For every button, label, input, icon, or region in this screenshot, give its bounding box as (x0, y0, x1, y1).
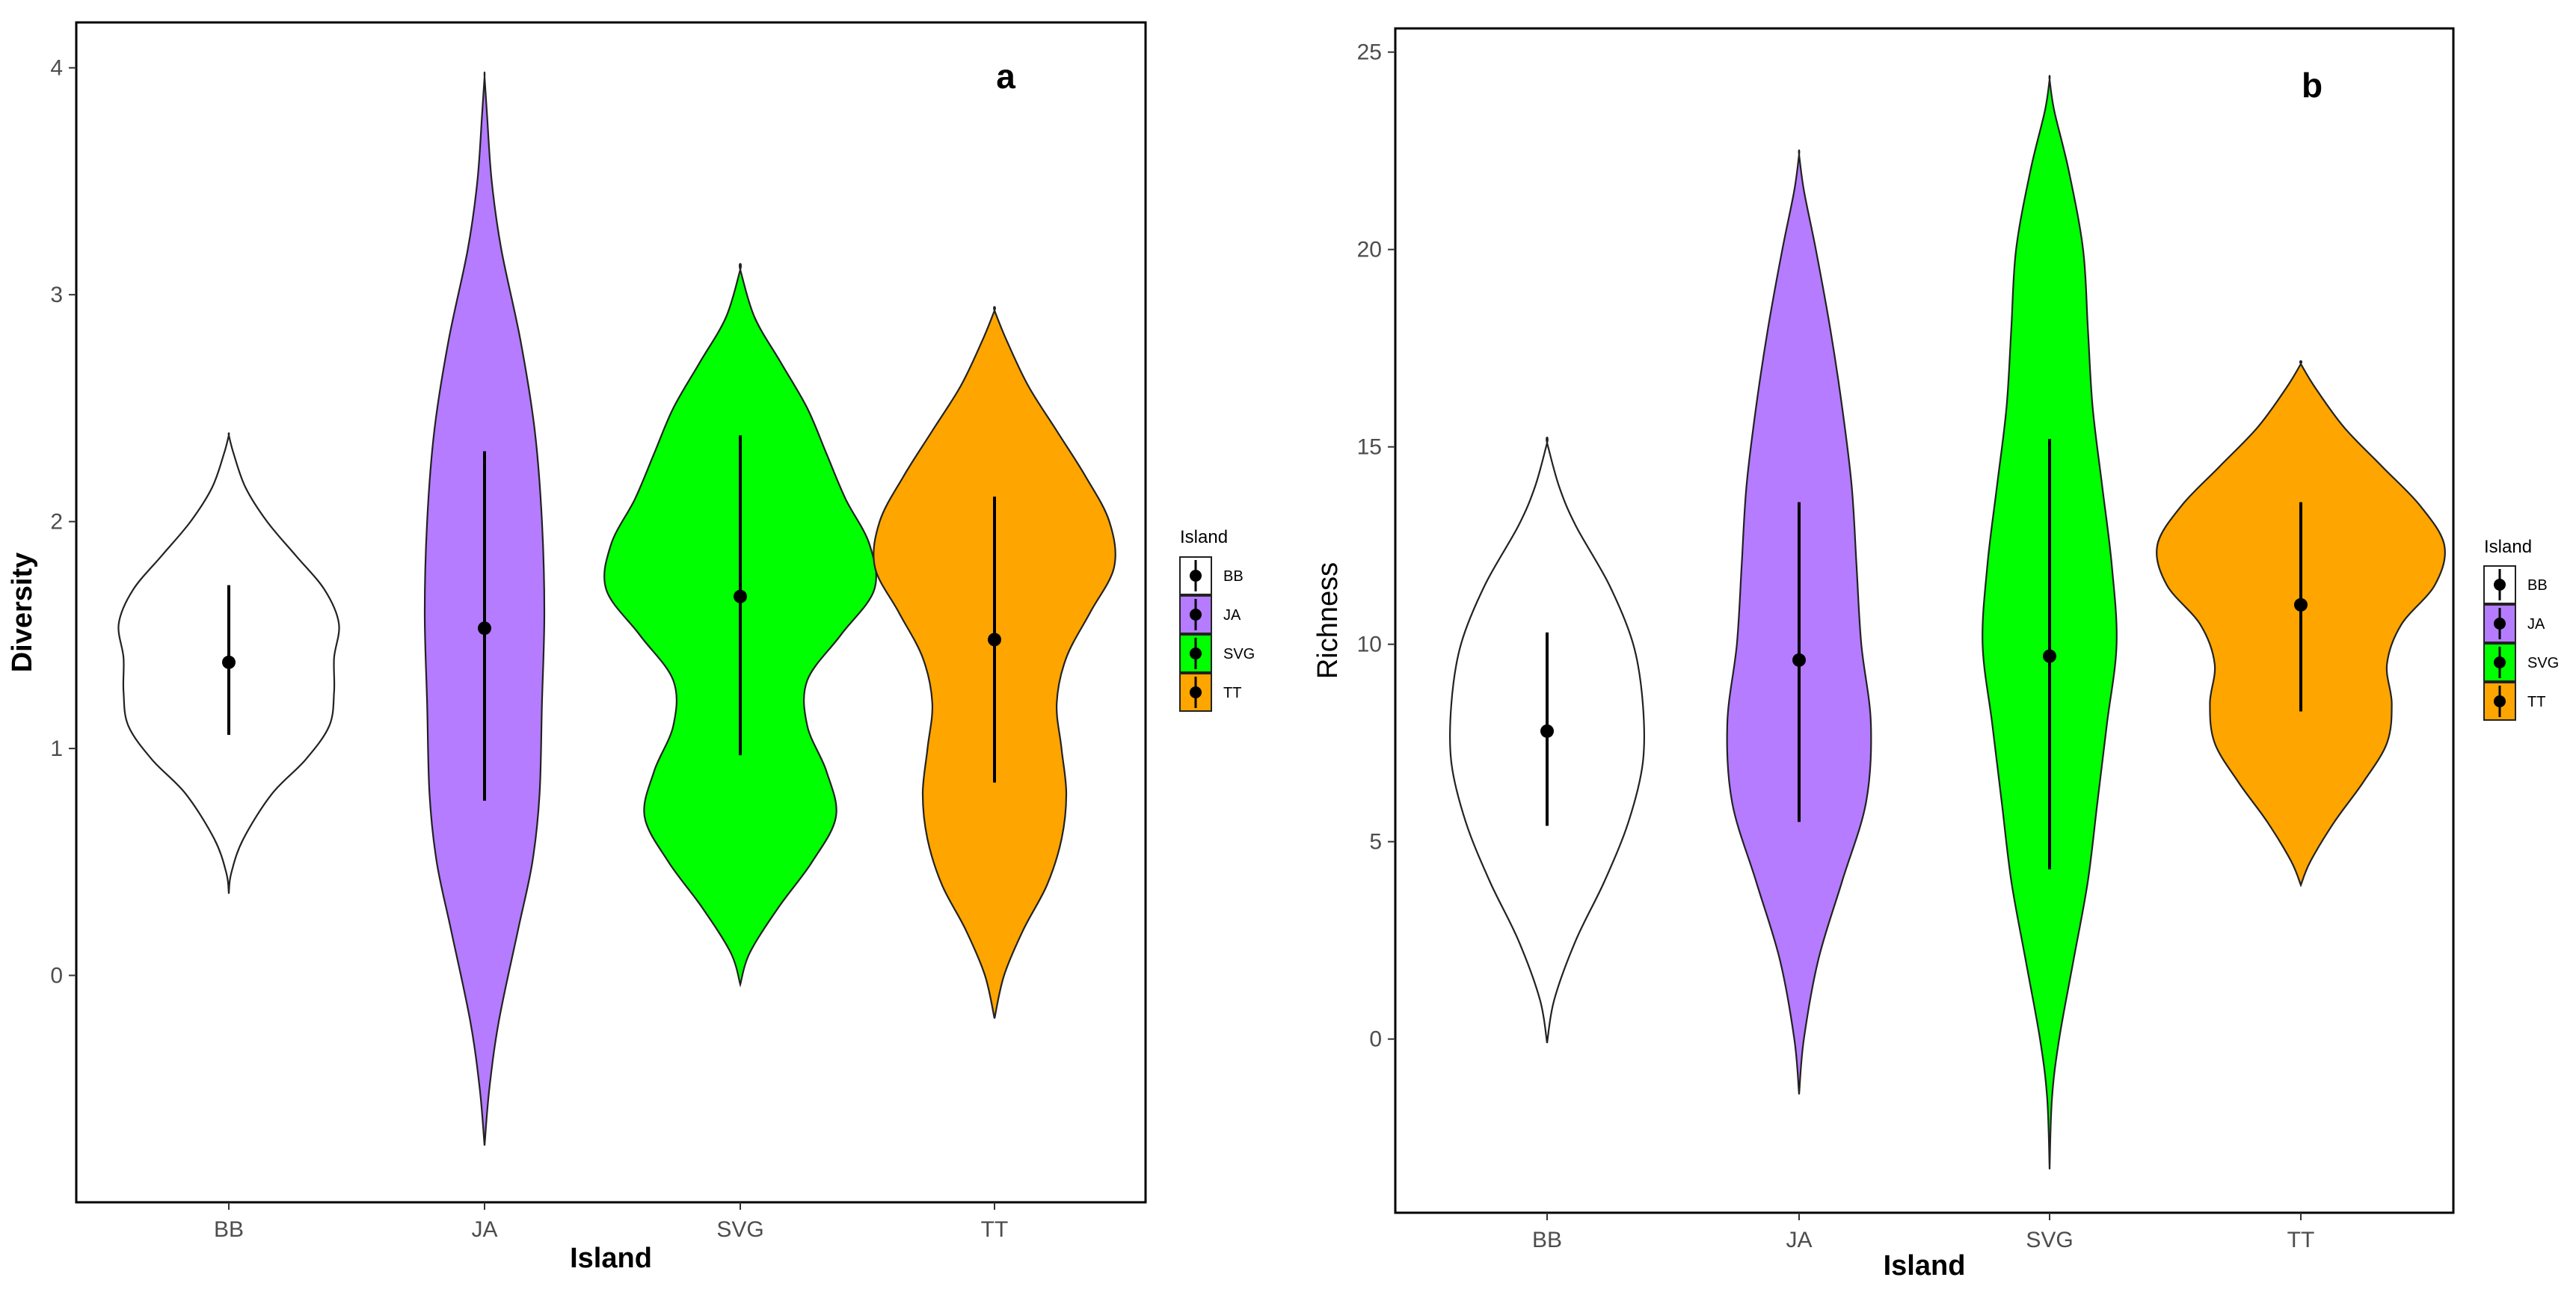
legend-label-ja: JA (2527, 616, 2545, 633)
mean-point-svg (2043, 649, 2056, 663)
x-tick-label: BB (214, 1217, 244, 1242)
plot-border (1394, 27, 2455, 1214)
legend-label-ja: JA (1223, 607, 1241, 624)
mean-point-bb (1540, 724, 1554, 738)
panel-a-diversity: 0 1 2 3 4 BB JA SVG TT Island Diversity a (7, 21, 1147, 1274)
x-axis-title: Island (1884, 1250, 1966, 1282)
y-tick-label: 1 (50, 736, 63, 761)
x-tick-label: TT (2287, 1228, 2315, 1252)
y-axis-title: Richness (1312, 562, 1344, 679)
legend-key-point (2494, 618, 2506, 630)
legend-key-point (1190, 570, 1202, 582)
legend-key-point (1190, 648, 1202, 659)
mean-point-svg (734, 589, 747, 603)
mean-point-tt (2294, 597, 2308, 612)
y-tick-label: 3 (50, 283, 63, 307)
panel-tag: a (996, 57, 1015, 96)
mean-point-tt (988, 633, 1001, 647)
legend-title: Island (2484, 537, 2532, 557)
legend-title: Island (1180, 527, 1228, 547)
panel-b-richness: 0 5 10 15 20 25 BB JA SVG TT Island Richness b (1312, 27, 2455, 1282)
y-tick-label: 20 (1357, 238, 1382, 262)
x-tick-label: JA (1786, 1228, 1812, 1252)
mean-point-ja (1792, 653, 1806, 667)
x-axis-title: Island (570, 1243, 652, 1274)
legend-key-point (1190, 686, 1202, 698)
legend-panel-a: Island BB JA SVG TT (1179, 527, 1255, 712)
x-tick-label: SVG (716, 1217, 763, 1242)
legend-key-point (1190, 609, 1202, 621)
panel-tag: b (2302, 66, 2323, 105)
mean-point-ja (478, 621, 491, 636)
legend-panel-b: Island BB JA SVG TT (2483, 537, 2559, 721)
legend-label-bb: BB (2527, 577, 2548, 594)
y-tick-label: 0 (50, 964, 63, 988)
y-tick-label: 10 (1357, 633, 1382, 657)
legend-label-svg: SVG (2527, 655, 2559, 671)
legend-key-point (2494, 656, 2506, 668)
legend-label-svg: SVG (1223, 646, 1255, 662)
legend-key-point (2494, 579, 2506, 591)
y-tick-label: 15 (1357, 435, 1382, 460)
plot-border (75, 21, 1147, 1204)
x-tick-label: TT (981, 1217, 1009, 1242)
x-tick-label: BB (1532, 1228, 1562, 1252)
y-tick-label: 2 (50, 510, 63, 535)
legend-label-tt: TT (2527, 694, 2545, 710)
y-tick-label: 0 (1369, 1027, 1382, 1052)
legend-label-tt: TT (1223, 685, 1241, 701)
legend-label-bb: BB (1223, 568, 1244, 585)
y-tick-label: 5 (1369, 830, 1382, 855)
y-tick-label: 25 (1357, 40, 1382, 65)
x-tick-label: JA (471, 1217, 497, 1242)
y-tick-label: 4 (50, 56, 63, 81)
y-axis-title: Diversity (7, 553, 38, 673)
legend-key-point (2494, 695, 2506, 707)
x-tick-label: SVG (2026, 1228, 2073, 1252)
mean-point-bb (222, 655, 236, 669)
